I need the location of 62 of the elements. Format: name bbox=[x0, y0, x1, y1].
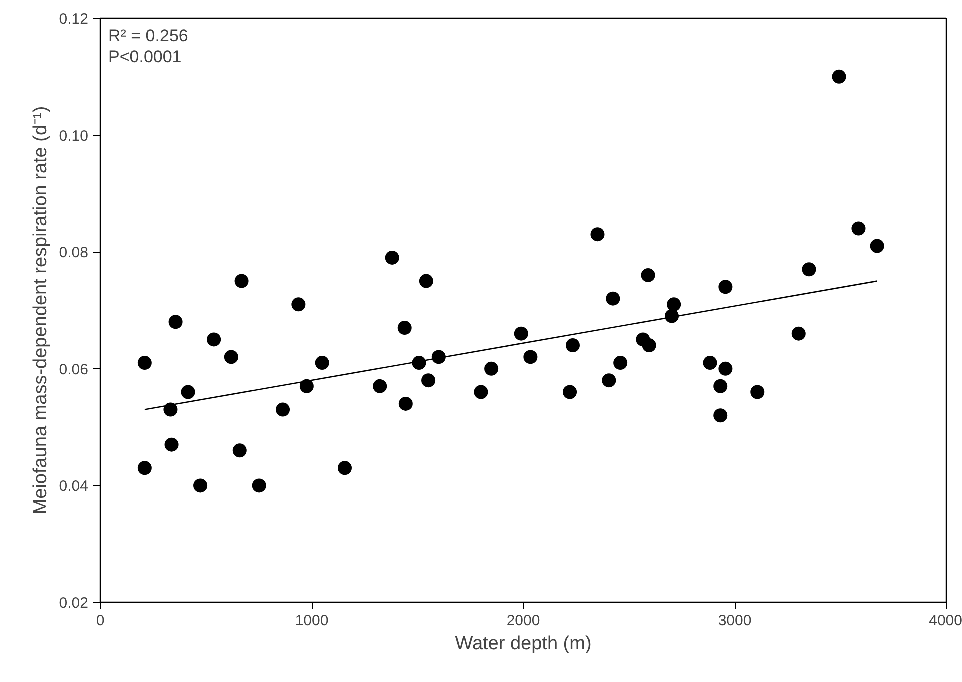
point bbox=[832, 70, 846, 84]
point bbox=[232, 444, 247, 458]
point bbox=[207, 332, 222, 347]
point bbox=[338, 461, 352, 476]
point bbox=[138, 461, 152, 476]
point bbox=[870, 239, 884, 254]
point bbox=[276, 402, 290, 417]
point bbox=[714, 379, 728, 394]
point bbox=[642, 338, 656, 353]
y-tick-label: 0.12 bbox=[59, 11, 89, 28]
point bbox=[422, 374, 436, 388]
point bbox=[750, 385, 765, 400]
point bbox=[667, 298, 682, 312]
x-tick-label: 3000 bbox=[718, 612, 752, 630]
x-tick-label: 1000 bbox=[295, 612, 329, 630]
y-tick-label: 0.02 bbox=[59, 595, 89, 612]
annotation: R² = 0.256 bbox=[108, 26, 188, 46]
point bbox=[802, 262, 816, 277]
point bbox=[714, 408, 728, 423]
y-tick-label: 0.10 bbox=[59, 128, 89, 145]
point bbox=[641, 268, 656, 282]
point bbox=[252, 478, 266, 493]
y-tick-label: 0.04 bbox=[59, 478, 89, 496]
point bbox=[514, 326, 528, 341]
point bbox=[300, 379, 314, 394]
point bbox=[566, 338, 580, 353]
point bbox=[474, 385, 488, 400]
y-axis-title: Meiofauna mass-dependent respiration rate (d⁻¹) bbox=[30, 106, 52, 515]
point bbox=[168, 315, 183, 330]
point bbox=[398, 396, 413, 411]
point bbox=[852, 222, 866, 236]
x-tick-label: 4000 bbox=[929, 612, 962, 630]
point bbox=[524, 350, 538, 364]
point bbox=[315, 356, 330, 370]
point bbox=[590, 228, 605, 242]
x-tick-label: 0 bbox=[96, 612, 105, 630]
point bbox=[181, 385, 196, 400]
annotation: P<0.0001 bbox=[108, 48, 182, 66]
point bbox=[718, 362, 733, 376]
y-tick-label: 0.08 bbox=[59, 244, 89, 262]
point bbox=[484, 362, 499, 376]
point bbox=[792, 326, 806, 341]
point bbox=[563, 385, 578, 400]
y-tick-label: 0.06 bbox=[59, 361, 89, 378]
point bbox=[373, 379, 388, 394]
x-axis-title: Water depth (m) bbox=[455, 634, 592, 654]
point bbox=[164, 438, 179, 452]
point bbox=[224, 350, 238, 364]
point bbox=[718, 280, 733, 294]
point bbox=[164, 402, 178, 417]
point bbox=[292, 298, 306, 312]
x-tick-label: 2000 bbox=[506, 612, 540, 630]
point bbox=[138, 356, 152, 370]
point bbox=[703, 356, 718, 370]
point bbox=[234, 274, 249, 288]
point bbox=[398, 321, 412, 336]
point bbox=[614, 356, 628, 370]
point bbox=[606, 292, 620, 306]
point bbox=[419, 274, 434, 288]
point bbox=[194, 478, 208, 493]
point bbox=[602, 374, 616, 388]
point bbox=[385, 250, 400, 265]
